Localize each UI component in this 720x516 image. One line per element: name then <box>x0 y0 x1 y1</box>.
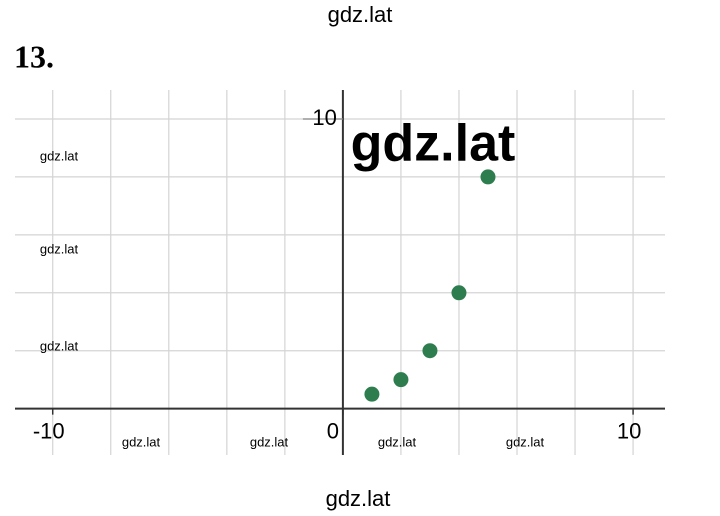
point <box>451 285 467 301</box>
plot: -10 0 10 10 gdz.lat gdz.lat gdz.lat gdz.lat gdz.… <box>15 90 665 455</box>
point <box>480 169 496 185</box>
point <box>393 372 409 388</box>
site-footer: gdz.lat <box>326 486 391 511</box>
x-tick-label: 0 <box>327 418 339 443</box>
problem-number: 13. <box>14 38 54 74</box>
watermark: gdz.lat <box>40 148 79 163</box>
watermark: gdz.lat <box>40 241 79 256</box>
x-tick-label: -10 <box>33 418 65 443</box>
x-tick-label: 10 <box>617 418 641 443</box>
watermark: gdz.lat <box>40 338 79 353</box>
watermark: gdz.lat <box>122 434 161 449</box>
y-tick-label: 10 <box>312 105 336 130</box>
watermark: gdz.lat <box>378 434 417 449</box>
watermark-big: gdz.lat <box>351 115 516 173</box>
watermark: gdz.lat <box>250 434 289 449</box>
site-header: gdz.lat <box>328 2 393 27</box>
point <box>422 343 438 359</box>
watermark: gdz.lat <box>506 434 545 449</box>
point <box>364 386 380 402</box>
